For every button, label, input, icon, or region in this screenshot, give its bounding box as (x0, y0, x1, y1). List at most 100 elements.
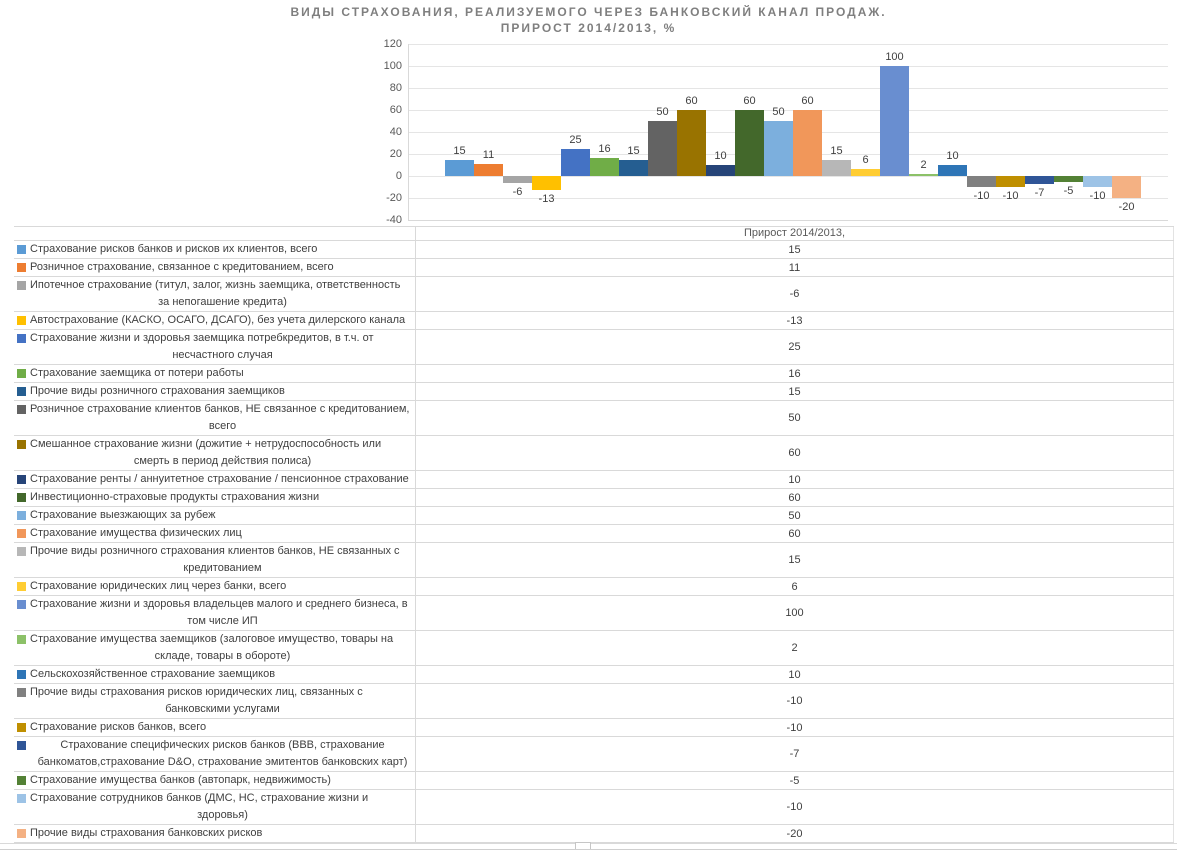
series-label-cell: Страхование рисков банков, всего (14, 719, 415, 736)
series-label-line: кредитованием (183, 562, 262, 574)
table-column-divider (415, 226, 416, 843)
bar-series-21[interactable] (1025, 176, 1054, 184)
legend-key-icon (17, 741, 26, 750)
series-label-cell: Смешанное страхование жизни (дожитие + н… (14, 436, 415, 470)
bar-series-1[interactable] (445, 159, 474, 176)
y-axis-tick-label: 100 (383, 60, 402, 72)
series-label-line: Инвестиционно-страховые продукты страхов… (30, 491, 320, 503)
bar-data-label: 100 (885, 51, 904, 63)
series-label-cell: Розничное страхование, связанное с креди… (14, 259, 415, 276)
series-label-line: Страхование рисков банков и рисков их кл… (30, 243, 318, 255)
legend-key-icon (17, 794, 26, 803)
bar-series-13[interactable] (793, 110, 822, 176)
bar-series-17[interactable] (909, 173, 938, 176)
table-row: Инвестиционно-страховые продукты страхов… (14, 489, 1174, 507)
legend-key-icon (17, 263, 26, 272)
bar-series-12[interactable] (764, 121, 793, 176)
table-row: Страхование жизни и здоровья заемщика по… (14, 330, 1174, 365)
legend-key-icon (17, 829, 26, 838)
y-axis-tick-label: 0 (395, 170, 402, 182)
legend-key-icon (17, 688, 26, 697)
gridline--20 (408, 198, 1168, 199)
series-label-line: банковскими услугами (165, 703, 280, 715)
legend-key-icon (17, 547, 26, 556)
bar-series-22[interactable] (1054, 176, 1083, 182)
bar-series-8[interactable] (648, 121, 677, 176)
table-row: Сельскохозяйственное страхование заемщик… (14, 666, 1174, 684)
series-value-cell: 50 (788, 509, 801, 522)
bar-data-label: 50 (772, 106, 785, 118)
series-label-cell: Страхование юридических лиц через банки,… (14, 578, 415, 595)
series-value-cell: 11 (788, 261, 801, 274)
series-label-cell: Страхование имущества физических лиц (14, 525, 415, 542)
chart-title-line1: ВИДЫ СТРАХОВАНИЯ, РЕАЛИЗУЕМОГО ЧЕРЕЗ БАН… (290, 5, 887, 19)
series-label-cell: Ипотечное страхование (титул, залог, жиз… (14, 277, 415, 311)
series-label-cell: Страхование рисков банков и рисков их кл… (14, 241, 415, 258)
bar-data-label: 6 (862, 154, 869, 167)
series-value-cell: -10 (786, 695, 803, 707)
chart-resize-handle[interactable] (575, 842, 591, 849)
bar-series-11[interactable] (735, 110, 764, 176)
series-label-cell: Прочие виды розничного страхования клиен… (14, 543, 415, 577)
bar-series-5[interactable] (561, 148, 590, 176)
series-label-line: Страхование юридических лиц через банки,… (30, 580, 287, 592)
legend-key-icon (17, 475, 26, 484)
bar-data-label: 60 (685, 95, 698, 107)
legend-key-icon (17, 511, 26, 520)
bar-series-4[interactable] (532, 176, 561, 191)
chart-object-bottom-edge (0, 849, 1177, 850)
series-value-cell: 100 (785, 607, 804, 619)
bar-data-label: -13 (538, 193, 555, 206)
legend-key-icon (17, 635, 26, 644)
bar-series-19[interactable] (967, 176, 996, 187)
bar-series-3[interactable] (503, 176, 532, 183)
series-value-cell: 60 (788, 491, 801, 504)
bar-series-24[interactable] (1112, 176, 1141, 198)
bar-series-20[interactable] (996, 176, 1025, 187)
bar-series-15[interactable] (851, 169, 880, 176)
bar-series-23[interactable] (1083, 176, 1112, 187)
chart-title-line2: ПРИРОСТ 2014/2013, % (500, 21, 677, 35)
bar-series-18[interactable] (938, 165, 967, 176)
series-label-line: Страхование специфических рисков банков … (60, 739, 385, 751)
y-axis-tick-label: 20 (389, 148, 402, 160)
bar-series-16[interactable] (880, 66, 909, 176)
series-label-line: здоровья) (197, 809, 248, 821)
bar-data-label: -5 (1063, 184, 1074, 197)
series-label-cell: Страхование жизни и здоровья заемщика по… (14, 330, 415, 364)
bar-series-6[interactable] (590, 158, 619, 176)
table-row: Розничное страхование, связанное с креди… (14, 259, 1174, 277)
series-label-line: банкоматов,страхование D&O, страхование … (37, 756, 408, 768)
series-label-line: том числе ИП (187, 615, 258, 627)
table-row: Страхование выезжающих за рубеж 50 (14, 507, 1174, 525)
table-row: Страхование ренты / аннуитетное страхова… (14, 471, 1174, 489)
gridline-0 (408, 176, 1168, 177)
bar-series-2[interactable] (474, 163, 503, 176)
bar-data-label: -10 (973, 190, 990, 202)
legend-key-icon (17, 776, 26, 785)
series-label-line: Автострахование (КАСКО, ОСАГО, ДСАГО), б… (30, 314, 406, 326)
series-label-line: Прочие виды страхования банковских риско… (30, 827, 263, 839)
series-label-line: Страхование жизни и здоровья владельцев … (30, 598, 408, 610)
bar-series-7[interactable] (619, 159, 648, 176)
series-value-cell: -10 (786, 721, 803, 734)
gridline-100 (408, 66, 1168, 67)
series-label-cell: Страхование заемщика от потери работы (14, 365, 415, 382)
table-row: Страхование имущества физических лиц 60 (14, 525, 1174, 543)
series-label-cell: Прочие виды страхования банковских риско… (14, 825, 415, 842)
value-column-header: Прирост 2014/2013, (743, 227, 846, 239)
series-value-cell: 2 (791, 642, 798, 654)
bar-series-14[interactable] (822, 159, 851, 176)
series-label-cell: Прочие виды страхования рисков юридическ… (14, 684, 415, 718)
bar-series-9[interactable] (677, 110, 706, 176)
table-row: Страхование сотрудников банков (ДМС, НС,… (14, 790, 1174, 825)
legend-key-icon (17, 369, 26, 378)
bar-data-label: 25 (569, 133, 582, 146)
series-label-line: Прочие виды розничного страхования клиен… (30, 545, 400, 557)
series-value-cell: -20 (786, 827, 803, 840)
bar-series-10[interactable] (706, 165, 735, 176)
series-label-cell: Розничное страхование клиентов банков, Н… (14, 401, 415, 435)
series-value-cell: 15 (788, 554, 801, 566)
bar-data-label: 60 (801, 95, 814, 107)
bar-data-label: 10 (946, 150, 959, 162)
